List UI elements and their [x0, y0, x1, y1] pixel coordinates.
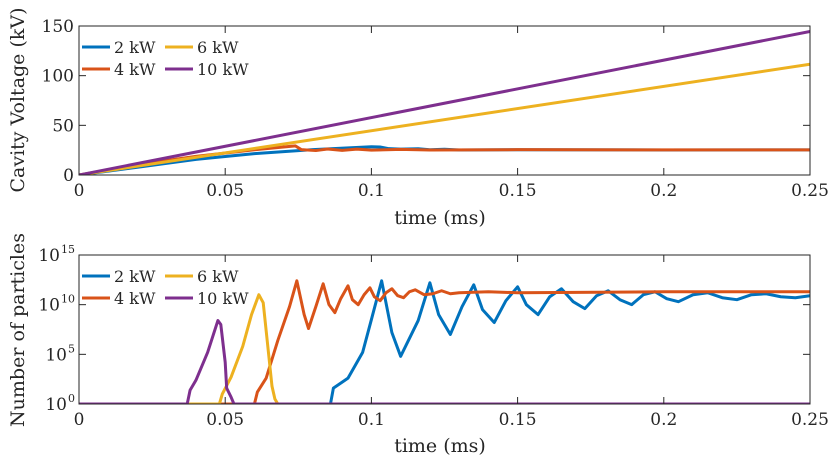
particles-y-tick-exponent: 0 [68, 392, 75, 405]
voltage-axes-frame [78, 25, 811, 176]
voltage-legend-label-10kw: 10 kW [197, 60, 249, 79]
particles-y-tick-base: 10 [45, 395, 67, 415]
voltage-chart: 0 0.05 0.1 0.15 0.2 0.25 0 50 100 150 time (ms) C… [7, 7, 829, 229]
voltage-ticks: 0 0.05 0.1 0.15 0.2 0.25 0 50 100 150 [42, 17, 829, 201]
particles-x-axis-label: time (ms) [394, 435, 486, 457]
particles-legend-label-10kw: 10 kW [197, 289, 249, 308]
particles-y-tick-base: 10 [38, 246, 60, 266]
particles-series-6-kw [79, 293, 810, 404]
voltage-y-tick-label: 50 [52, 116, 74, 136]
particles-series-2-kw [79, 279, 810, 404]
particles-x-tick-label: 0.2 [650, 410, 677, 430]
voltage-y-tick-label: 150 [42, 17, 74, 37]
voltage-x-tick-label: 0.15 [499, 181, 537, 201]
voltage-legend: 2 kW 4 kW 6 kW 10 kW [82, 38, 249, 79]
particles-x-tick-label: 0.1 [358, 410, 385, 430]
voltage-x-tick-label: 0.1 [358, 181, 385, 201]
particles-series-10-kw [79, 319, 810, 404]
voltage-x-tick-label: 0.25 [791, 181, 829, 201]
voltage-y-tick-label: 0 [63, 166, 74, 186]
particles-y-tick-base: 10 [45, 345, 67, 365]
particles-x-tick-label: 0 [74, 410, 85, 430]
particles-series-4-kw [79, 279, 810, 404]
particles-y-tick-base: 10 [38, 296, 60, 316]
voltage-legend-label-6kw: 6 kW [197, 38, 239, 57]
particles-legend-label-2kw: 2 kW [114, 267, 156, 286]
particles-y-tick-exponent: 10 [61, 293, 75, 306]
voltage-plot-area [79, 29, 810, 175]
particles-x-tick-label: 0.15 [499, 410, 537, 430]
voltage-series-10-kw [79, 29, 810, 175]
voltage-x-axis-label: time (ms) [394, 207, 486, 229]
voltage-x-tick-label: 0.2 [650, 181, 677, 201]
particles-legend: 2 kW 4 kW 6 kW 10 kW [82, 267, 249, 308]
voltage-y-axis-label: Cavity Voltage (kV) [7, 7, 29, 192]
particles-x-tick-label: 0.25 [791, 410, 829, 430]
voltage-series-6-kw [79, 62, 810, 175]
particles-plot-area [79, 279, 810, 404]
voltage-x-tick-label: 0.05 [206, 181, 244, 201]
particles-axes-frame [78, 254, 811, 405]
voltage-legend-label-4kw: 4 kW [114, 60, 156, 79]
particles-legend-label-6kw: 6 kW [197, 267, 239, 286]
particles-legend-label-4kw: 4 kW [114, 289, 156, 308]
particles-y-axis-label: Number of particles [7, 233, 29, 427]
particles-y-tick-exponent: 5 [68, 342, 75, 355]
voltage-legend-label-2kw: 2 kW [114, 38, 156, 57]
voltage-y-tick-label: 100 [42, 67, 74, 87]
particles-y-tick-exponent: 15 [61, 243, 75, 256]
particles-x-tick-label: 0.05 [206, 410, 244, 430]
voltage-x-tick-label: 0 [74, 181, 85, 201]
